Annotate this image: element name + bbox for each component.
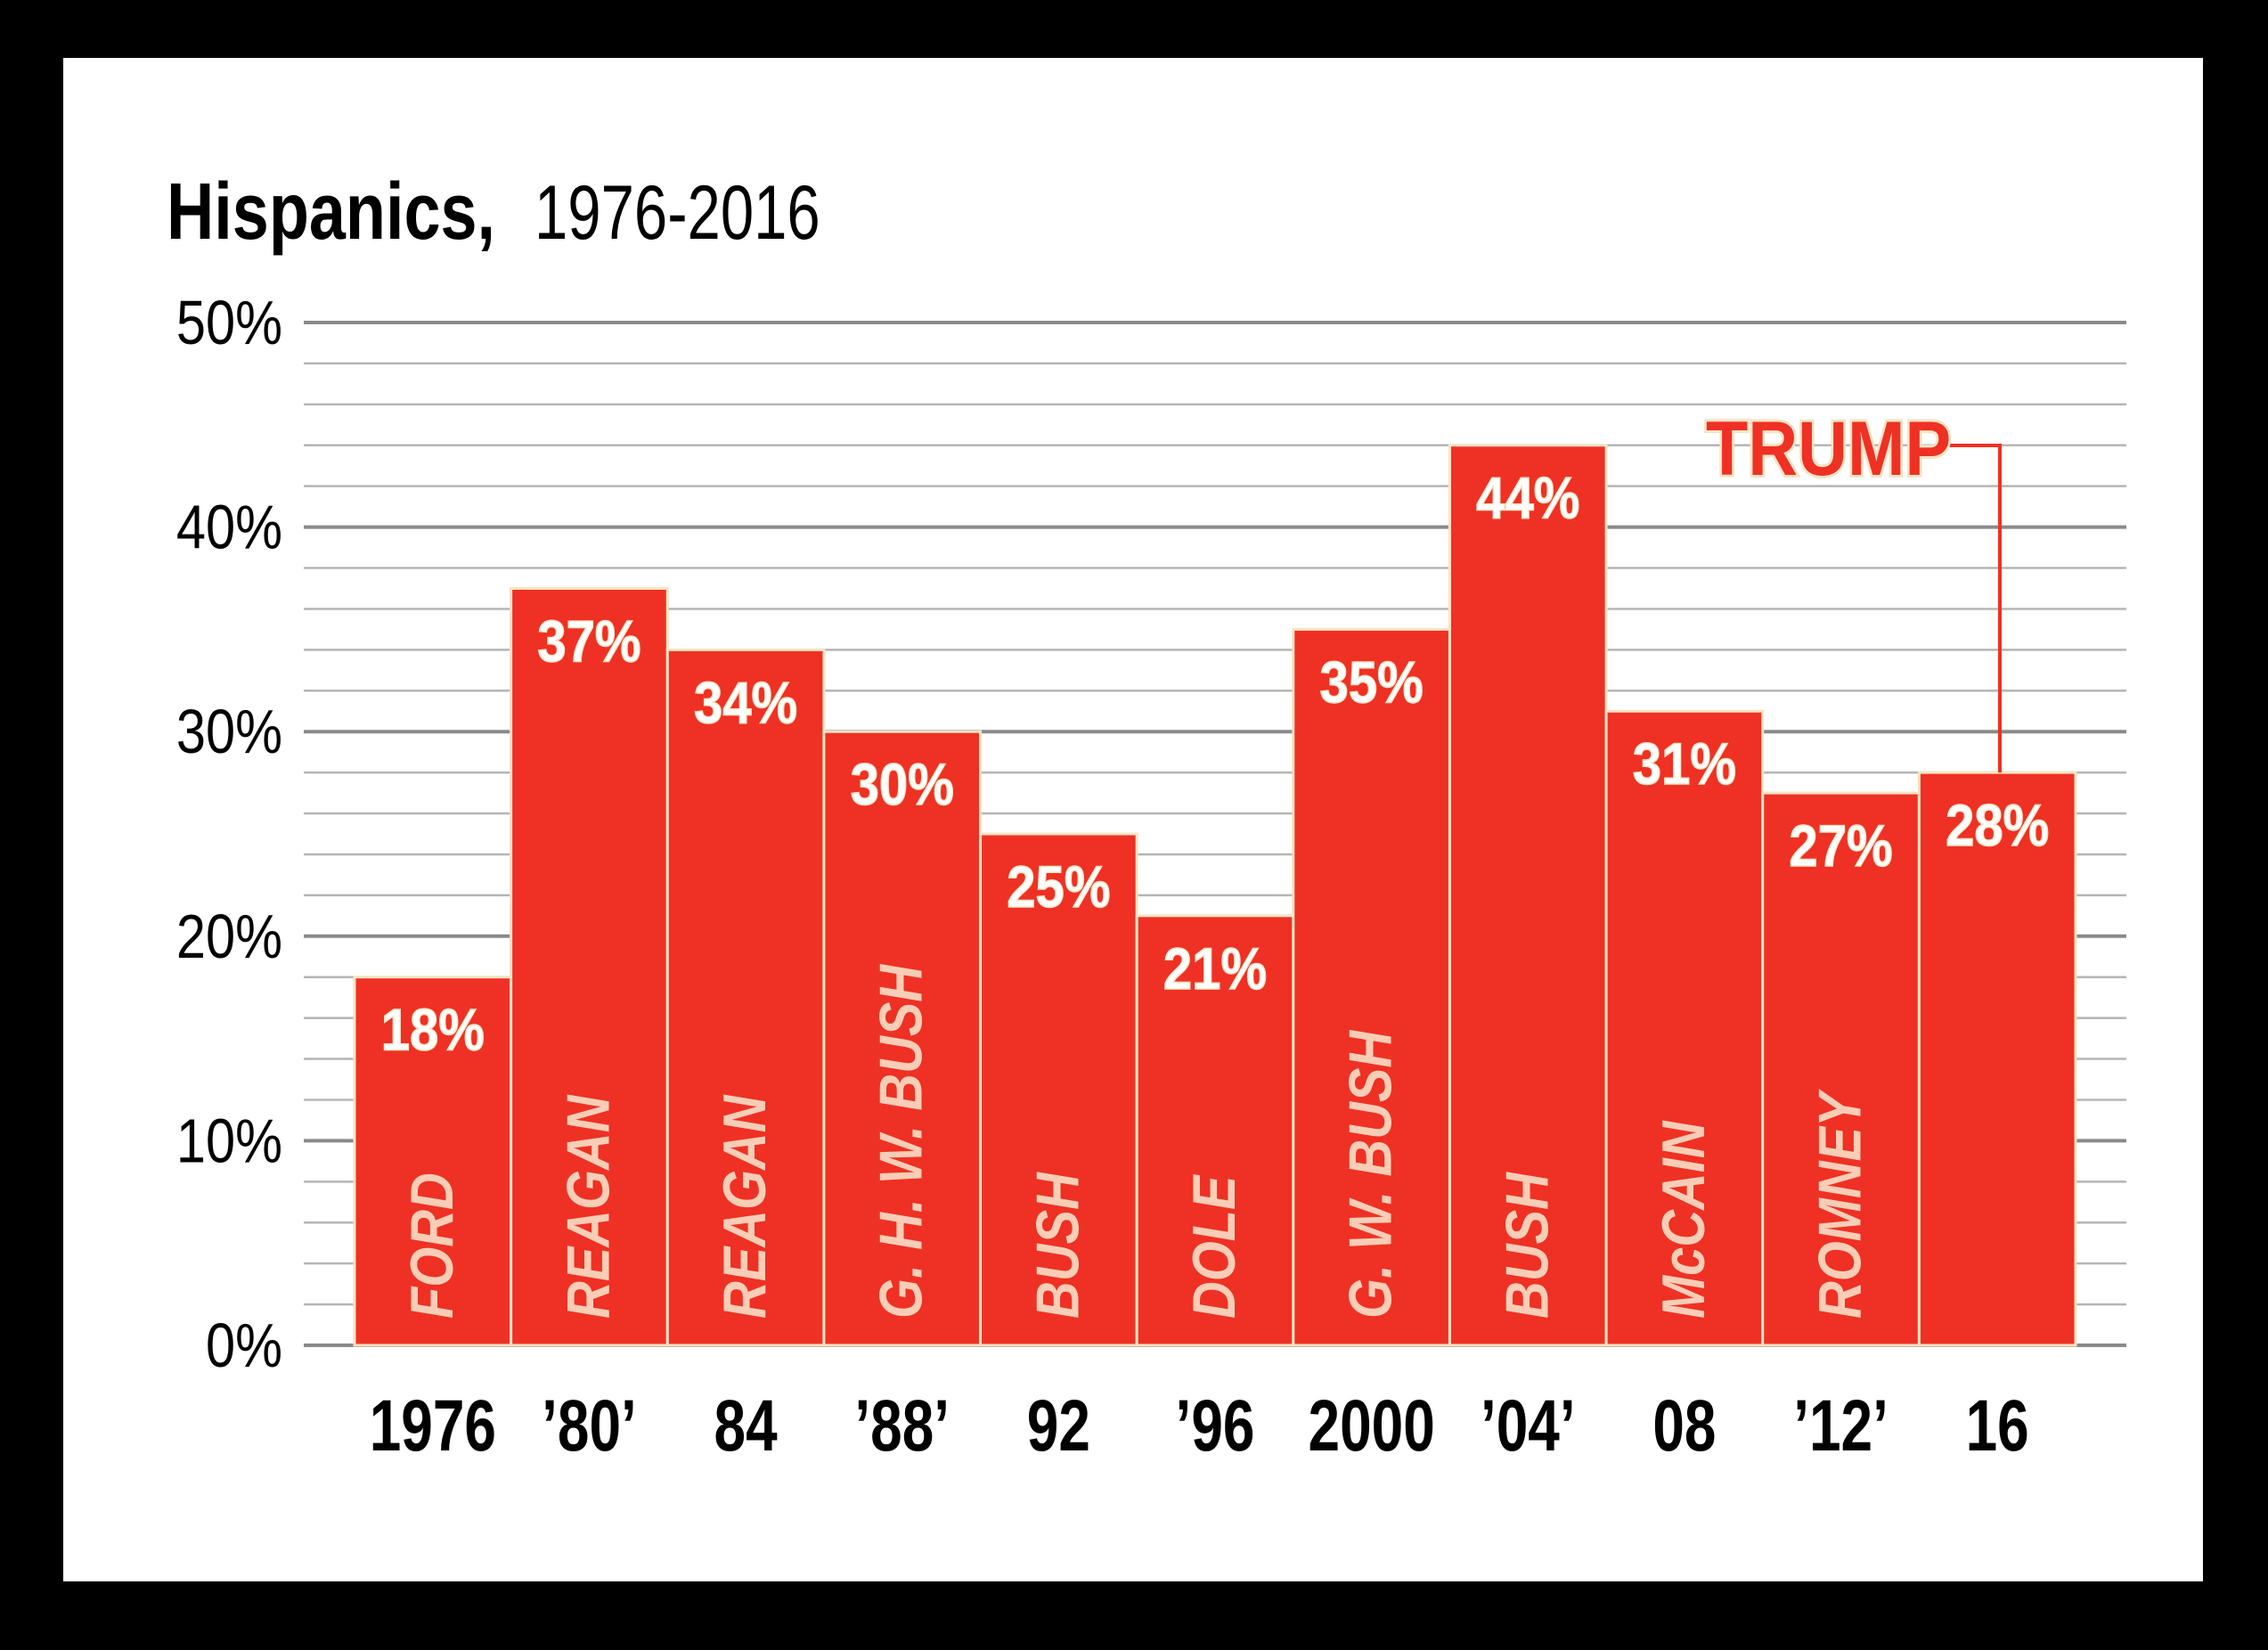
candidate-label: G. W. BUSH	[1337, 1030, 1404, 1319]
x-tick-label: 08	[1652, 1384, 1716, 1466]
bar	[1292, 627, 1451, 1347]
bar	[822, 730, 983, 1347]
bar	[665, 648, 826, 1347]
value-label: 35%	[1320, 650, 1424, 715]
bar	[1917, 771, 2077, 1347]
bar	[979, 832, 1138, 1347]
bar	[1135, 914, 1295, 1347]
x-tick-label: ’12’	[1793, 1384, 1889, 1466]
bar	[1761, 791, 1921, 1347]
annotation-leader-line	[1946, 444, 2002, 773]
trump-annotation: TRUMP	[1706, 406, 1951, 492]
x-tick-label: 1976	[370, 1384, 496, 1466]
bar	[1448, 444, 1608, 1347]
candidate-label: FORD	[398, 1172, 465, 1319]
value-label: 37%	[537, 609, 640, 674]
x-tick-label: ’80’	[542, 1384, 637, 1466]
value-label: 34%	[694, 671, 797, 736]
value-label: 30%	[851, 753, 954, 818]
x-tick-label: ’04’	[1481, 1384, 1576, 1466]
y-tick-label: 40%	[176, 492, 282, 562]
y-tick-label: 30%	[176, 697, 282, 767]
y-tick-label: 50%	[176, 287, 282, 357]
chart-title: Hispanics,	[167, 167, 495, 257]
candidate-label: BUSH	[1494, 1172, 1561, 1319]
candidate-label: DOLE	[1181, 1174, 1248, 1319]
candidate-label: REAGAN	[712, 1094, 779, 1319]
candidate-label: BUSH	[1024, 1172, 1091, 1319]
x-tick-label: 16	[1966, 1384, 2029, 1466]
chart-subtitle: 1976-2016	[534, 170, 820, 256]
value-label: 21%	[1163, 936, 1267, 1001]
value-label: 44%	[1476, 466, 1579, 531]
candidate-label: ROMNEY	[1807, 1089, 1873, 1319]
value-label: 18%	[381, 998, 485, 1063]
bar	[510, 586, 669, 1347]
candidate-label: McCAIN	[1651, 1120, 1717, 1319]
x-tick-label: 84	[714, 1384, 778, 1466]
value-label: 27%	[1789, 814, 1892, 879]
bar	[1604, 709, 1765, 1347]
candidate-label: G. H. W. BUSH	[868, 964, 934, 1319]
bar	[353, 976, 513, 1347]
value-label: 28%	[1946, 794, 2049, 859]
value-label: 31%	[1633, 732, 1736, 797]
candidate-label: REAGAN	[555, 1094, 622, 1319]
x-tick-label: ’96	[1176, 1384, 1255, 1466]
x-tick-label: ’88’	[854, 1384, 950, 1466]
y-tick-label: 0%	[206, 1310, 282, 1380]
y-tick-label: 10%	[176, 1106, 282, 1176]
x-tick-label: 2000	[1309, 1384, 1435, 1466]
y-tick-label: 20%	[176, 901, 282, 971]
value-label: 25%	[1007, 855, 1110, 920]
x-tick-label: 92	[1027, 1384, 1090, 1466]
